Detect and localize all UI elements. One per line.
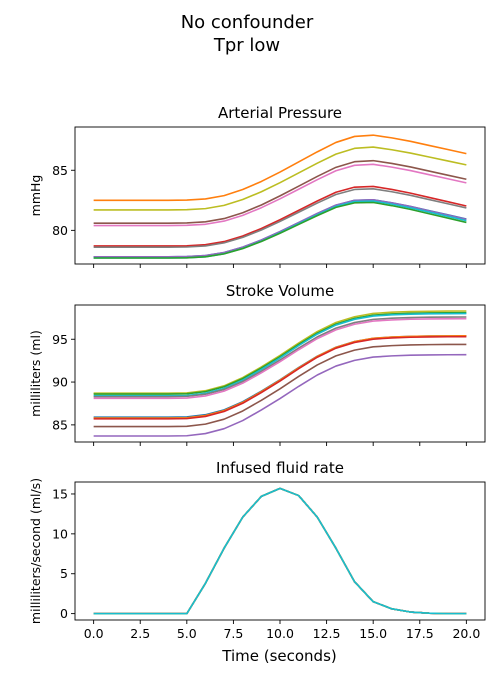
axes-frame bbox=[74, 304, 486, 443]
series-line-2 bbox=[93, 146, 467, 211]
y-axis-label: milliliters (ml) bbox=[28, 330, 43, 417]
subplot-title: Stroke Volume bbox=[226, 282, 334, 300]
series-line-8 bbox=[93, 487, 467, 615]
x-tick-label: 15.0 bbox=[359, 626, 387, 641]
x-tick-label: 2.5 bbox=[130, 626, 150, 641]
y-tick-label: 85 bbox=[52, 417, 68, 432]
axes-frame bbox=[74, 126, 486, 265]
x-tick-label: 0.0 bbox=[84, 626, 104, 641]
subplot-title: Arterial Pressure bbox=[218, 104, 342, 122]
x-tick-label: 20.0 bbox=[452, 626, 480, 641]
series-line-10 bbox=[93, 353, 467, 437]
axes-frame bbox=[74, 481, 486, 621]
series-line-9 bbox=[93, 343, 467, 428]
y-tick-label: 5 bbox=[60, 566, 68, 581]
series-line-1 bbox=[93, 310, 467, 394]
figure-title-line2: Tpr low bbox=[213, 35, 280, 56]
series-line-3 bbox=[93, 159, 467, 224]
series-line-3 bbox=[93, 487, 467, 615]
series-line-8 bbox=[93, 335, 467, 420]
x-tick-label: 10.0 bbox=[266, 626, 294, 641]
series-line-10 bbox=[93, 201, 467, 259]
series-line-6 bbox=[93, 487, 467, 615]
figure-title-line1: No confounder bbox=[181, 12, 314, 33]
series-line-3 bbox=[93, 312, 467, 397]
subplots: Arterial Pressure mmHg 80 85 Stroke Volume mi… bbox=[28, 104, 486, 641]
series-line-7 bbox=[93, 487, 467, 615]
y-axis-label: milliliters/second (ml/s) bbox=[28, 478, 43, 624]
series-line-4 bbox=[93, 163, 467, 227]
y-tick-label: 95 bbox=[52, 332, 68, 347]
y-tick-label: 10 bbox=[52, 526, 68, 541]
series-line-4 bbox=[93, 316, 467, 398]
y-tick-label: 15 bbox=[52, 486, 68, 501]
series-lines bbox=[93, 310, 467, 437]
series-line-5 bbox=[93, 487, 467, 615]
series-lines bbox=[93, 134, 467, 259]
x-tick-label: 7.5 bbox=[223, 626, 243, 641]
series-line-9 bbox=[93, 487, 467, 615]
subplot-2: Stroke Volume milliliters (ml) 85 90 95 bbox=[28, 282, 486, 446]
series-line-8 bbox=[93, 199, 467, 258]
y-tick-label: 0 bbox=[60, 606, 68, 621]
subplot-1: Arterial Pressure mmHg 80 85 bbox=[28, 104, 486, 268]
y-axis-label: mmHg bbox=[28, 175, 43, 217]
series-line-2 bbox=[93, 311, 467, 395]
y-tick-label: 90 bbox=[52, 375, 68, 390]
series-line-5 bbox=[93, 317, 467, 400]
series-line-10 bbox=[93, 487, 467, 615]
series-line-1 bbox=[93, 487, 467, 615]
series-line-6 bbox=[93, 187, 467, 248]
x-tick-label: 12.5 bbox=[313, 626, 341, 641]
series-line-4 bbox=[93, 487, 467, 615]
series-line-6 bbox=[93, 335, 467, 418]
y-tick-label: 80 bbox=[52, 223, 68, 238]
x-axis-label: Time (seconds) bbox=[221, 647, 337, 665]
y-tick-label: 85 bbox=[52, 163, 68, 178]
series-line-7 bbox=[93, 335, 467, 419]
series-line-2 bbox=[93, 487, 467, 615]
x-tick-label: 5.0 bbox=[177, 626, 197, 641]
series-line-5 bbox=[93, 185, 467, 247]
subplot-title: Infused fluid rate bbox=[216, 459, 344, 477]
subplot-3: Infused fluid rate milliliters/second (ml… bbox=[28, 459, 486, 641]
series-lines bbox=[93, 487, 467, 615]
x-tick-label: 17.5 bbox=[406, 626, 434, 641]
series-line-1 bbox=[93, 134, 467, 202]
